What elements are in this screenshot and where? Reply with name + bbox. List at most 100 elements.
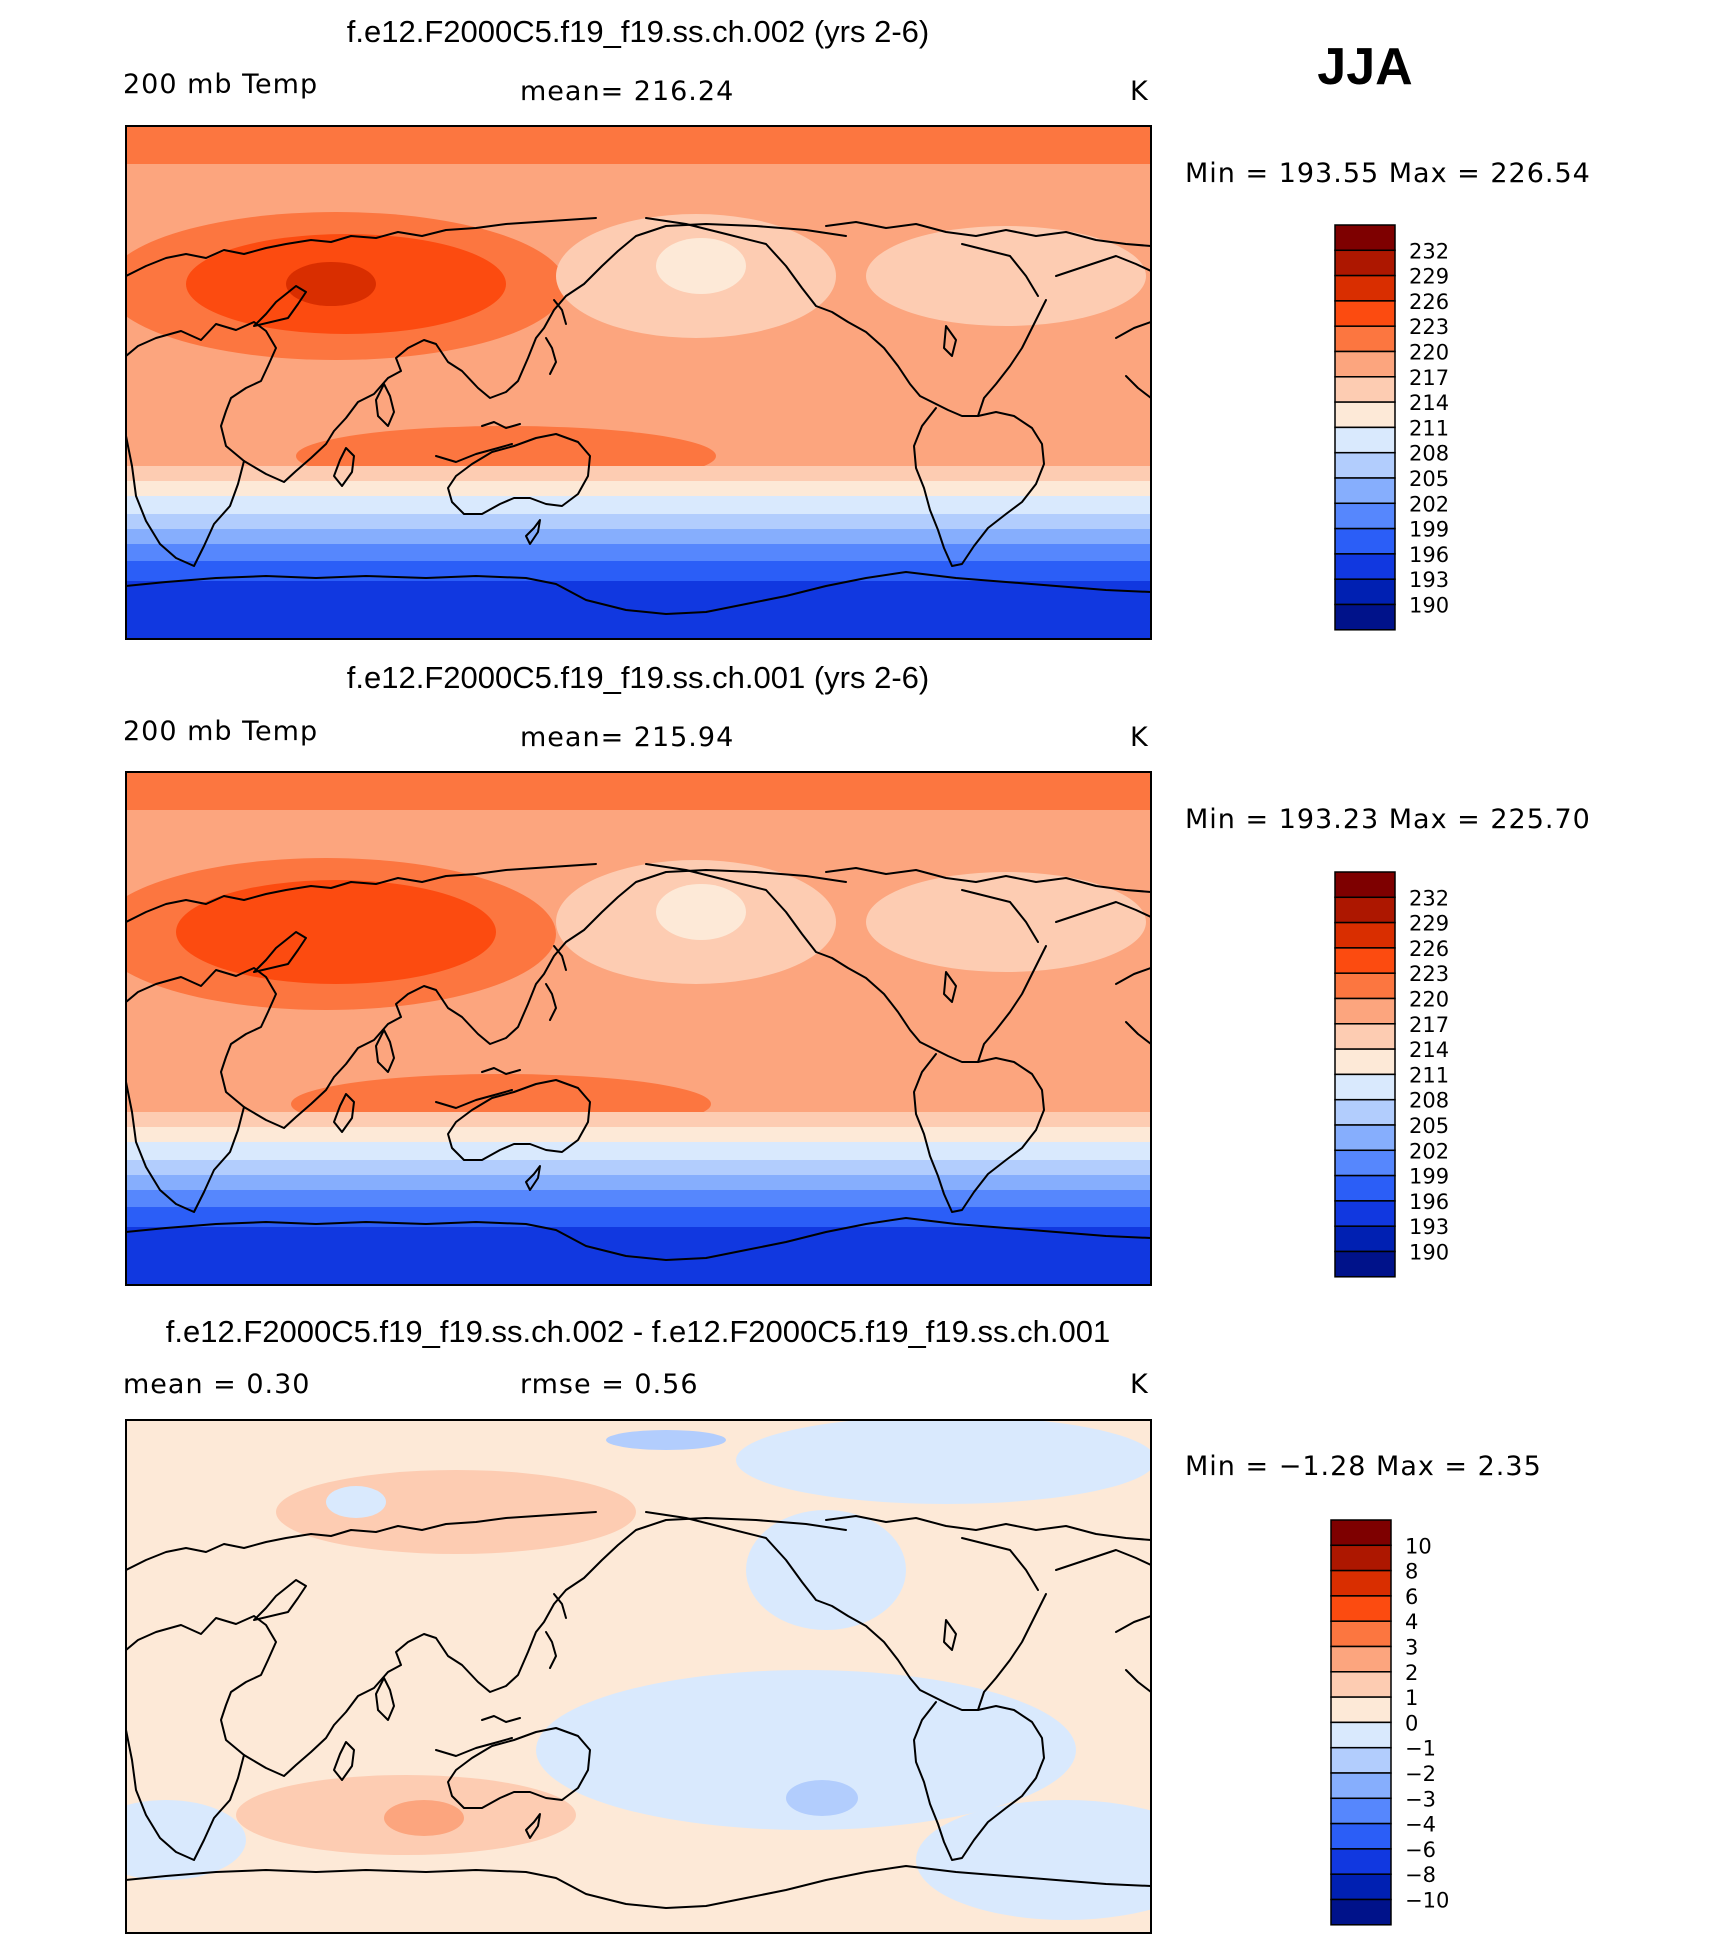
pacific-cool-region [536,1670,1076,1830]
colorbar-box [1334,249,1396,277]
colorbar-tick-label: 211 [1409,1063,1449,1087]
colorbar-tick-label: 1 [1405,1686,1418,1710]
colorbar-box [1334,947,1396,974]
indian-ocean-cool-region [126,1800,246,1880]
colorbar-tick-label: −10 [1405,1889,1449,1913]
colorbar-box [1334,997,1396,1025]
colorbar-box [1334,224,1396,252]
pacific-cool-core [656,884,746,940]
colorbar-tick-label: 196 [1409,543,1449,567]
colorbar-tick-label: −1 [1405,1737,1436,1761]
americas-cool-region [746,1510,906,1630]
colorbar-box [1330,1898,1392,1926]
arctic-cool-strip [606,1430,726,1450]
min-max-label: Min = 193.55 Max = 226.54 [1185,158,1591,189]
colorbar-box [1334,871,1396,899]
mean-label: mean= 216.24 [520,76,734,107]
colorbar-tick-label: 190 [1409,1241,1449,1265]
atlantic-cool-region [866,872,1146,972]
colorbar-tick-label: 220 [1409,341,1449,365]
colorbar-tick-label: 199 [1409,1165,1449,1189]
colorbar-box [1330,1595,1392,1622]
colorbar-tick-label: 4 [1405,1610,1418,1634]
colorbar-box [1330,1797,1392,1825]
colorbar-box [1334,578,1396,606]
colorbar-tick-label: 205 [1409,1114,1449,1138]
colorbar-tick-label: 196 [1409,1190,1449,1214]
tibet-core [176,880,496,984]
colorbar-box [1334,376,1396,403]
colorbar-tick-label: 193 [1409,1215,1449,1239]
colorbar-box [1334,553,1396,580]
colorbar-tick-label: 232 [1409,239,1449,263]
colorbar-box [1334,477,1396,505]
pacific-cool-core [786,1780,858,1816]
colorbar-box [1334,921,1396,949]
map-panel [125,1419,1152,1934]
panel-2: f.e12.F2000C5.f19_f19.ss.ch.001 (yrs 2-6… [123,660,1590,1286]
atlantic-cool-region [866,226,1146,326]
colorbar-box [1330,1848,1392,1875]
europe-cool-spot [326,1486,386,1518]
southern-warm-core [384,1800,464,1836]
colorbar-tick-label: 2 [1405,1661,1418,1685]
colorbar-tick-label: −8 [1405,1863,1436,1887]
colorbar-box [1334,325,1396,353]
mean-label: mean = 0.30 [123,1369,310,1400]
colorbar-tick-label: 220 [1409,988,1449,1012]
panel-title: f.e12.F2000C5.f19_f19.ss.ch.001 (yrs 2-6… [347,660,929,695]
colorbar-box [1334,300,1396,327]
colorbar-box [1330,1519,1392,1547]
colorbar-tick-label: 10 [1405,1534,1432,1558]
colorbar-box [1330,1772,1392,1800]
panel-title: f.e12.F2000C5.f19_f19.ss.ch.002 - f.e12.… [166,1314,1110,1349]
colorbar-box [1330,1671,1392,1698]
colorbar-box [1334,426,1396,454]
antarctic-band [126,581,1151,639]
colorbar-tick-label: 3 [1405,1636,1418,1660]
colorbar-tick-label: −4 [1405,1813,1436,1837]
colorbar-box [1334,1250,1396,1278]
colorbar-tick-label: 8 [1405,1560,1418,1584]
map-panel [125,125,1152,640]
rmse-label: rmse = 0.56 [520,1369,699,1400]
colorbar: 2322292262232202172142112082052021991961… [1334,871,1449,1278]
arctic-band [126,126,1151,164]
colorbar-tick-label: −2 [1405,1762,1436,1786]
colorbar-tick-label: 208 [1409,1089,1449,1113]
colorbar-box [1330,1620,1392,1648]
colorbar-tick-label: 202 [1409,492,1449,516]
mean-label: mean= 215.94 [520,722,734,753]
arctic-cool-region [736,1420,1151,1504]
colorbar-tick-label: 217 [1409,366,1449,390]
min-max-label: Min = −1.28 Max = 2.35 [1185,1451,1542,1482]
colorbar-tick-label: 226 [1409,937,1449,961]
colorbar-tick-label: 229 [1409,265,1449,289]
colorbar-box [1334,1149,1396,1177]
colorbar-box [1330,1873,1392,1901]
colorbar-box [1334,1124,1396,1152]
panel-1: f.e12.F2000C5.f19_f19.ss.ch.002 (yrs 2-6… [123,14,1591,640]
colorbar-tick-label: 223 [1409,315,1449,339]
colorbar-tick-label: 193 [1409,568,1449,592]
pacific-cool-core [656,238,746,294]
colorbar-box [1330,1544,1392,1572]
colorbar-tick-label: 6 [1405,1585,1418,1609]
units-label: K [1130,722,1149,753]
colorbar-tick-label: 211 [1409,416,1449,440]
units-label: K [1130,76,1149,107]
panel-3: f.e12.F2000C5.f19_f19.ss.ch.002 - f.e12.… [123,1314,1542,1934]
colorbar: 2322292262232202172142112082052021991961… [1334,224,1449,631]
antarctic-band [126,1227,1151,1285]
map-frame [125,1419,1152,1934]
colorbar-tick-label: 0 [1405,1711,1418,1735]
colorbar-tick-label: 205 [1409,467,1449,491]
colorbar-tick-label: 217 [1409,1013,1449,1037]
colorbar-tick-label: 226 [1409,290,1449,314]
colorbar-box [1330,1645,1392,1673]
variable-label: 200 mb Temp [123,69,318,100]
colorbar-tick-label: 208 [1409,442,1449,466]
colorbar-box [1334,603,1396,631]
